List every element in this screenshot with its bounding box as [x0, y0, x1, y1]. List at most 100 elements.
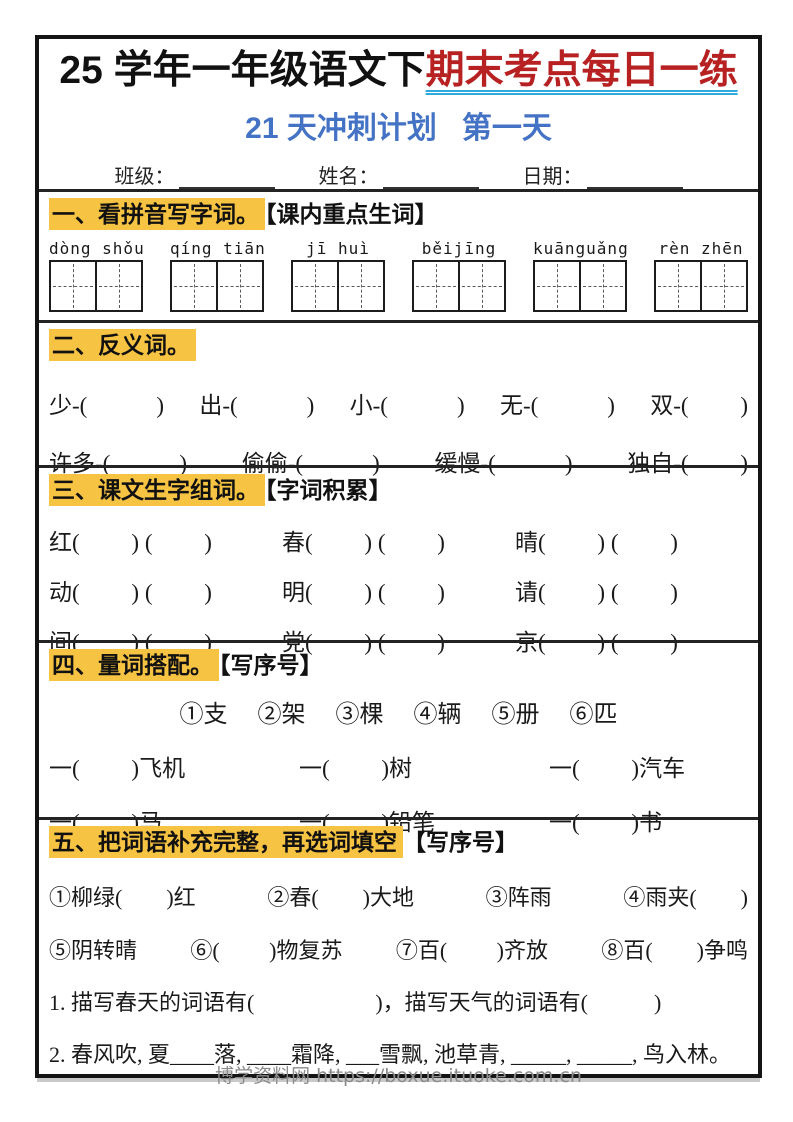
writing-box[interactable] — [49, 260, 97, 313]
writing-box[interactable] — [579, 260, 627, 313]
worksheet-page: 25 学年一年级语文下期末考点每日一练 21 天冲刺计划 第一天 班级： 姓名：… — [35, 35, 762, 1087]
writing-box[interactable] — [412, 260, 460, 313]
antonym-blank[interactable]: 双-( ) — [650, 393, 748, 419]
pinyin-label: rèn zhēn — [658, 239, 744, 259]
pinyin-label: běijīng — [421, 239, 497, 259]
date-blank-line[interactable] — [586, 167, 683, 189]
name-blank-line[interactable] — [382, 167, 479, 189]
word-blank[interactable]: 红( ) ( ) — [49, 530, 212, 556]
writing-box[interactable] — [654, 260, 702, 313]
section1-title-note: 【课内重点生词】 — [265, 201, 438, 227]
name-label: 姓名： — [318, 165, 379, 188]
section3-title: 三、课文生字组词。 【字词积累】 — [49, 474, 748, 507]
option-item: ①支 — [179, 702, 228, 729]
section3-title-highlight: 三、课文生字组词。 — [49, 474, 265, 506]
question-2[interactable]: 2. 春风吹, 夏____落, ____霜降, ___雪飘, 池草青, ____… — [49, 1042, 732, 1068]
writing-box-pair — [533, 260, 627, 313]
writing-box-pair — [49, 260, 143, 313]
page-title: 25 学年一年级语文下期末考点每日一练 — [47, 49, 750, 94]
student-info-line: 班级： 姓名： 日期： — [47, 160, 750, 189]
class-label: 班级： — [114, 165, 175, 188]
phrase-blank[interactable]: ①柳绿( )红 — [49, 885, 196, 911]
pinyin-label: qíng tiān — [170, 239, 266, 259]
section2-title: 二、反义词。 — [49, 329, 748, 362]
pinyin-group: qíng tiān — [170, 239, 266, 313]
option-item: ②架 — [257, 702, 306, 729]
phrase-blank[interactable]: ⑥( )物复苏 — [190, 938, 343, 964]
option-item: ③棵 — [335, 702, 384, 729]
pinyin-label: dòng shǒu — [49, 239, 145, 259]
word-blank[interactable]: 春( ) ( ) — [282, 530, 445, 556]
section5-title-note: 【写序号】 — [403, 829, 518, 855]
pinyin-label: kuānguǎng — [533, 239, 629, 259]
writing-box-pair — [654, 260, 748, 313]
writing-box[interactable] — [700, 260, 748, 313]
writing-box[interactable] — [216, 260, 264, 313]
section-antonyms: 二、反义词。 少-( ) 出-( ) 小-( ) 无-( ) 双-( ) 许多-… — [39, 320, 758, 476]
worksheet-header: 25 学年一年级语文下期末考点每日一练 21 天冲刺计划 第一天 班级： 姓名：… — [39, 39, 758, 189]
writing-box[interactable] — [337, 260, 385, 313]
section3-title-note: 【字词积累】 — [265, 477, 392, 503]
antonym-row: 许多-( ) 偷偷-( ) 缓慢-( ) 独自-( ) — [49, 444, 748, 478]
section-pinyin-writing: 一、看拼音写字词。 【课内重点生词】 dòng shǒu qíng tiān jī… — [39, 189, 758, 320]
phrase-blank[interactable]: ④雨夹( ) — [623, 885, 748, 911]
footer-link[interactable]: 博学资料网 https://boxue.ituoke.com.cn — [215, 1065, 582, 1087]
writing-box[interactable] — [533, 260, 581, 313]
measure-word-options: ①支 ②架 ③棵 ④辆 ⑤册 ⑥匹 — [49, 694, 748, 729]
pinyin-group: rèn zhēn — [654, 239, 748, 313]
word-blank[interactable]: 请( ) ( ) — [515, 580, 678, 606]
writing-box-pair — [412, 260, 506, 313]
word-building-row: 红( ) ( ) 春( ) ( ) 晴( ) ( ) — [49, 523, 748, 557]
pinyin-label: jī huì — [306, 239, 370, 259]
phrase-blank[interactable]: ②春( )大地 — [267, 885, 414, 911]
antonym-blank[interactable]: 许多-( ) — [49, 451, 187, 477]
writing-box[interactable] — [458, 260, 506, 313]
pinyin-group: dòng shǒu — [49, 239, 145, 313]
antonym-blank[interactable]: 小-( ) — [349, 393, 465, 419]
antonym-blank[interactable]: 出-( ) — [199, 393, 315, 419]
measure-blank[interactable]: 一( )飞机 — [49, 756, 186, 782]
page-title-highlighted: 期末考点每日一练 — [425, 49, 738, 92]
antonym-blank[interactable]: 少-( ) — [49, 393, 164, 419]
page-title-grade: 25 学年一年级语文下 — [59, 49, 426, 92]
writing-box-pair — [170, 260, 264, 313]
measure-blank[interactable]: 一( )书 — [549, 810, 663, 836]
complete-words-row: ①柳绿( )红 ②春( )大地 ③阵雨 ④雨夹( ) — [49, 880, 748, 912]
class-field: 班级： — [115, 160, 275, 189]
pinyin-group: běijīng — [412, 239, 506, 313]
antonym-blank[interactable]: 独自-( ) — [627, 451, 748, 477]
antonym-blank[interactable]: 无-( ) — [499, 393, 615, 419]
word-blank[interactable]: 明( ) ( ) — [282, 580, 445, 606]
pinyin-group: kuānguǎng — [533, 239, 629, 313]
writing-box-pair — [291, 260, 385, 313]
option-item: ⑤册 — [491, 702, 540, 729]
pinyin-box-row: dòng shǒu qíng tiān jī huì běijīng — [49, 239, 748, 313]
phrase-blank[interactable]: ⑤阴转晴 — [49, 938, 138, 964]
word-blank[interactable]: 动( ) ( ) — [49, 580, 212, 606]
measure-blank[interactable]: 一( )汽车 — [549, 756, 686, 782]
antonym-blank[interactable]: 偷偷-( ) — [241, 451, 380, 477]
class-blank-line[interactable] — [178, 167, 275, 189]
pinyin-group: jī huì — [291, 239, 385, 313]
writing-box[interactable] — [170, 260, 218, 313]
writing-box[interactable] — [95, 260, 143, 313]
word-building-row: 动( ) ( ) 明( ) ( ) 请( ) ( ) — [49, 573, 748, 607]
phrase-blank[interactable]: ⑦百( )齐放 — [395, 938, 548, 964]
section1-title-highlight: 一、看拼音写字词。 — [49, 198, 265, 230]
section1-title: 一、看拼音写字词。 【课内重点生词】 — [49, 198, 748, 231]
complete-words-row: ⑤阴转晴 ⑥( )物复苏 ⑦百( )齐放 ⑧百( )争鸣 — [49, 933, 748, 965]
section5-title-highlight: 五、把词语补充完整，再选词填空 — [49, 826, 403, 858]
antonym-row: 少-( ) 出-( ) 小-( ) 无-( ) 双-( ) — [49, 386, 748, 420]
section5-title: 五、把词语补充完整，再选词填空 【写序号】 — [49, 826, 748, 859]
question-1[interactable]: 1. 描写春天的词语有( )，描写天气的词语有( ) — [49, 990, 662, 1016]
word-blank[interactable]: 晴( ) ( ) — [515, 530, 678, 556]
writing-box[interactable] — [291, 260, 339, 313]
antonym-blank[interactable]: 缓慢-( ) — [434, 451, 573, 477]
section-complete-words: 五、把词语补充完整，再选词填空 【写序号】 ①柳绿( )红 ②春( )大地 ③阵雨… — [39, 817, 758, 1074]
section4-title: 四、量词搭配。 【写序号】 — [49, 649, 748, 682]
measure-blank[interactable]: 一( )树 — [299, 756, 413, 782]
option-item: ⑥匹 — [569, 702, 618, 729]
option-item: ④辆 — [413, 702, 462, 729]
phrase-blank[interactable]: ⑧百( )争鸣 — [601, 938, 748, 964]
phrase-blank[interactable]: ③阵雨 — [485, 885, 552, 911]
